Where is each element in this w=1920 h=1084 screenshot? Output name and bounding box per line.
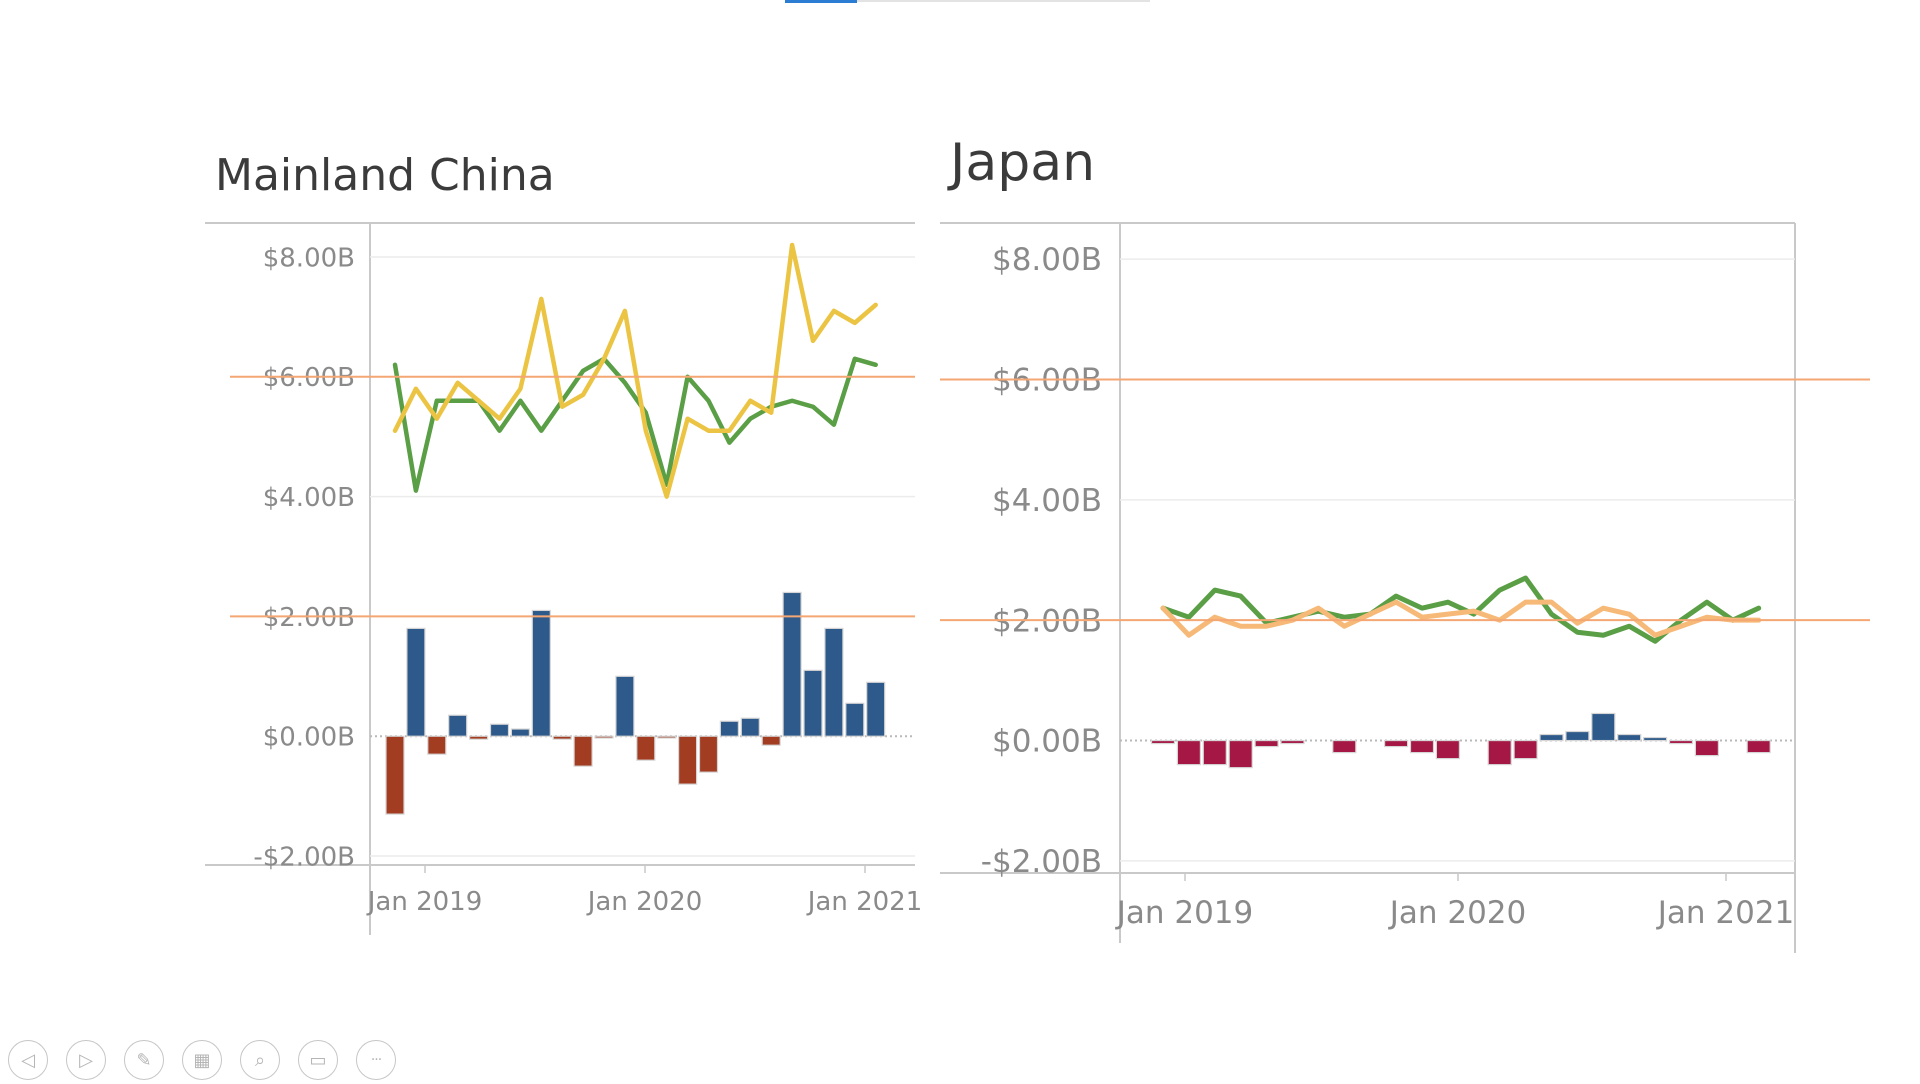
bar: [1746, 739, 1771, 754]
bar: [1642, 736, 1668, 742]
bar: [866, 681, 886, 737]
more-options-button[interactable]: ···: [356, 1040, 396, 1080]
subtitles-button[interactable]: ▭: [298, 1040, 338, 1080]
bar: [573, 735, 593, 767]
y-tick-label: $8.00B: [263, 243, 355, 273]
bar: [1228, 739, 1253, 769]
y-tick-label: $6.00B: [263, 363, 355, 393]
bar: [510, 728, 530, 737]
subtitles-icon: ▭: [309, 1049, 327, 1071]
magnifier-icon: ⌕: [254, 1049, 266, 1071]
more-icon: ···: [370, 1052, 382, 1068]
bar: [782, 591, 802, 737]
bar: [1668, 739, 1694, 745]
x-tick-label: Jan 2021: [1656, 895, 1795, 931]
line-series-yellow: [392, 242, 878, 499]
y-tick-label: $4.00B: [263, 483, 355, 513]
bar: [552, 735, 572, 740]
y-tick-label: $6.00B: [992, 363, 1102, 399]
bar: [803, 669, 823, 737]
bar: [406, 627, 426, 737]
charts-layer: Mainland China $8.00B $6.00B $4.00B $2.00B $0…: [205, 133, 1796, 953]
bar: [1565, 730, 1590, 742]
line-series-green: [392, 356, 878, 493]
bar: [1617, 733, 1642, 742]
y-tick-label: -$2.00B: [981, 844, 1102, 880]
pen-button[interactable]: ✎: [124, 1040, 164, 1080]
line-series-green: [1160, 575, 1762, 644]
bar-series: [1150, 712, 1771, 769]
chart-title: Mainland China: [215, 150, 555, 201]
y-tick-label: $0.00B: [992, 724, 1102, 760]
bar: [1202, 739, 1227, 766]
bar: [845, 702, 865, 737]
previous-slide-button[interactable]: ◁: [8, 1040, 48, 1080]
bar: [1254, 739, 1279, 748]
chart-title: Japan: [947, 133, 1095, 193]
pen-icon: ✎: [136, 1049, 152, 1071]
bar: [427, 735, 447, 755]
bar: [1487, 739, 1512, 766]
y-tick-label: $4.00B: [992, 483, 1102, 519]
bar: [1150, 739, 1176, 745]
y-tick-label: $2.00B: [263, 603, 355, 633]
chart-japan: Japan $8.00B $6.00B $4.00B $2.00B $0.00B -$2.0…: [940, 133, 1796, 953]
slides-grid-button[interactable]: ▦: [182, 1040, 222, 1080]
bar: [1332, 739, 1357, 754]
bar: [1591, 712, 1616, 742]
bar: [1176, 739, 1202, 766]
bar: [1435, 739, 1461, 760]
bar: [740, 717, 760, 737]
x-tick-label: Jan 2019: [366, 887, 483, 917]
bar: [615, 675, 635, 737]
bar: [469, 735, 489, 740]
next-slide-button[interactable]: ▷: [66, 1040, 106, 1080]
x-tick-label: Jan 2019: [1115, 895, 1254, 931]
bar: [761, 735, 781, 746]
bar: [1409, 739, 1435, 754]
x-tick-label: Jan 2020: [1388, 895, 1527, 931]
bar: [1539, 733, 1564, 742]
bar: [448, 714, 468, 737]
bar: [531, 609, 551, 737]
triangle-right-icon: ▷: [79, 1049, 93, 1071]
reference-lines-layer: [230, 375, 1870, 622]
bar: [657, 735, 677, 739]
y-tick-label: $0.00B: [263, 723, 355, 753]
zoom-button[interactable]: ⌕: [240, 1040, 280, 1080]
bar: [677, 735, 698, 785]
triangle-left-icon: ◁: [21, 1049, 35, 1071]
bar: [698, 735, 719, 773]
chart-mainland-china: Mainland China $8.00B $6.00B $4.00B $2.00B $0…: [205, 150, 922, 935]
bar: [824, 627, 844, 737]
bar-series: [385, 591, 886, 815]
bar: [489, 723, 510, 737]
y-tick-label: $2.00B: [992, 603, 1102, 639]
y-tick-label: -$2.00B: [253, 842, 355, 872]
bar: [1383, 739, 1409, 748]
bar: [1280, 739, 1305, 745]
bar: [385, 735, 405, 815]
bar: [636, 735, 656, 761]
bar: [1513, 739, 1538, 760]
bar: [594, 735, 614, 739]
y-tick-label: $8.00B: [992, 242, 1102, 278]
top-tab-strip: [785, 0, 1150, 2]
grid-icon: ▦: [193, 1049, 211, 1071]
x-tick-label: Jan 2021: [806, 887, 923, 917]
line-series-orange: [1160, 599, 1762, 638]
top-tab-active-indicator[interactable]: [785, 0, 857, 3]
bar: [719, 720, 740, 737]
x-tick-label: Jan 2020: [586, 887, 703, 917]
bar: [1694, 739, 1720, 757]
